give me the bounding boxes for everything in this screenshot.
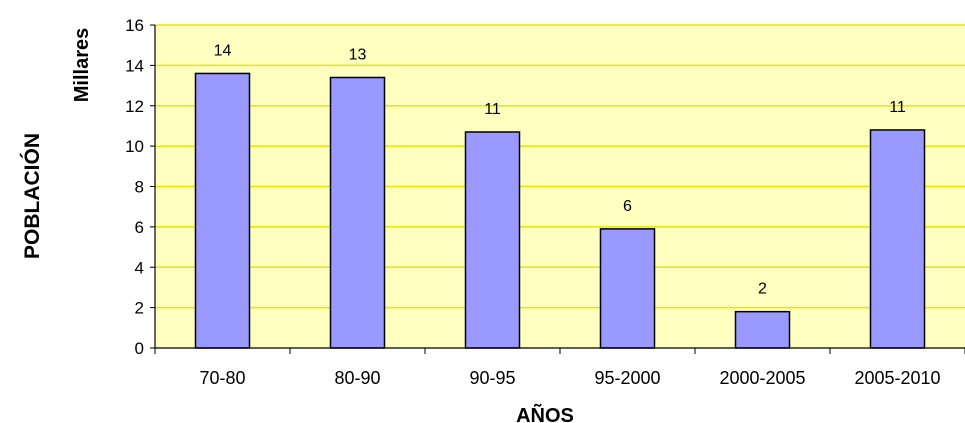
x-tick-label: 70-80 [199, 368, 245, 388]
data-label: 11 [889, 99, 906, 116]
x-tick-label: 80-90 [334, 368, 380, 388]
data-label: 2 [758, 281, 767, 298]
y-tick-label: 6 [135, 218, 144, 237]
bars [194, 72, 926, 349]
y-tick-label: 14 [125, 56, 144, 75]
x-axis-title: AÑOS [516, 404, 574, 423]
y-tick-label: 4 [135, 258, 144, 277]
y-tick-label: 12 [125, 97, 144, 116]
y-tick-label: 10 [125, 137, 144, 156]
bar-2005-2010 [869, 129, 926, 349]
data-label: 11 [484, 101, 501, 118]
data-label: 6 [623, 198, 632, 215]
bar-80-90 [329, 76, 386, 349]
bar-90-95 [464, 131, 521, 349]
y-tick-label: 8 [135, 178, 144, 197]
y-axis-unit: Millares [71, 28, 93, 102]
x-tick-label: 2000-2005 [719, 368, 805, 388]
x-tick-labels: 70-80 80-90 90-95 95-2000 2000-2005 2005-2010 [199, 368, 940, 388]
y-tick-label: 16 [125, 16, 144, 35]
bar-2000-2005 [734, 310, 791, 349]
data-labels: 14 13 11 6 2 11 [214, 42, 906, 297]
x-tick-label: 2005-2010 [854, 368, 940, 388]
data-label: 13 [349, 46, 367, 63]
x-tick-label: 95-2000 [594, 368, 660, 388]
y-axis-title: POBLACIÓN [20, 133, 44, 259]
y-tick-label: 0 [135, 339, 144, 358]
gridlines [155, 24, 965, 309]
y-tick-label: 2 [135, 299, 144, 318]
bar-70-80 [194, 72, 251, 349]
x-tick-label: 90-95 [469, 368, 515, 388]
y-tick-labels: 0 2 4 6 8 10 12 14 16 [125, 16, 144, 358]
axes [150, 24, 965, 354]
data-label: 14 [214, 42, 232, 59]
bar-95-2000 [599, 228, 656, 349]
